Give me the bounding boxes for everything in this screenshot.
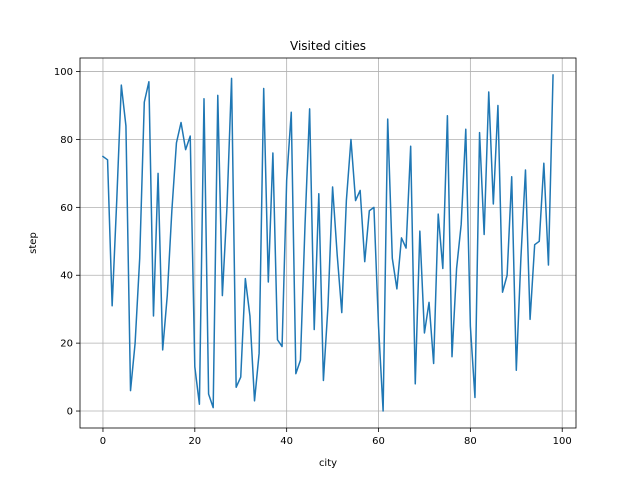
- x-tick-label: 60: [372, 436, 385, 447]
- x-tick-label: 0: [100, 436, 106, 447]
- y-axis-label: step: [28, 232, 39, 254]
- chart-title: Visited cities: [290, 39, 366, 53]
- x-tick-label: 20: [188, 436, 201, 447]
- x-tick-label: 40: [280, 436, 293, 447]
- y-tick-label: 80: [60, 135, 73, 146]
- y-tick-label: 100: [54, 67, 73, 78]
- series-line: [101, 74, 554, 412]
- series-group: [101, 74, 554, 412]
- y-tick-label: 40: [60, 271, 73, 282]
- x-tick-label: 80: [464, 436, 477, 447]
- y-tick-label: 20: [60, 339, 73, 350]
- plot-area: [80, 58, 576, 428]
- plot-frame: [79, 57, 577, 429]
- x-tick-label: 100: [553, 436, 572, 447]
- y-tick-label: 0: [67, 407, 73, 418]
- axis-ticks: 0 20 40 60 80 100 0 20 40 60 80 100: [54, 67, 572, 447]
- y-tick-label: 60: [60, 203, 73, 214]
- x-axis-label: city: [319, 458, 337, 469]
